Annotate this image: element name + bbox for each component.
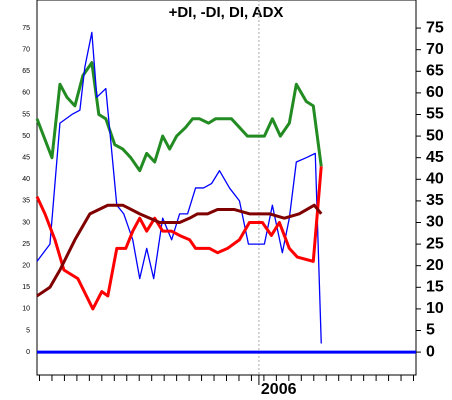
y-tick-label-left: 70 bbox=[22, 47, 30, 54]
y-tick-label-left: 50 bbox=[22, 133, 30, 140]
series-line bbox=[36, 203, 323, 298]
chart-title: +DI, -DI, DI, ADX bbox=[169, 4, 284, 21]
y-tick-label-right: 30 bbox=[426, 214, 444, 231]
y-tick-label-left: 45 bbox=[22, 155, 30, 162]
y-tick-label-left: 20 bbox=[22, 263, 30, 270]
y-tick-label-left: 0 bbox=[26, 349, 30, 356]
y-tick-label-right: 5 bbox=[426, 322, 435, 339]
x-tick-label: 2006 bbox=[261, 381, 297, 398]
y-tick-label-left: 35 bbox=[22, 198, 30, 205]
y-tick-label-right: 45 bbox=[426, 149, 444, 166]
y-tick-label-right: 15 bbox=[426, 279, 444, 296]
y-tick-label-right: 70 bbox=[426, 41, 444, 58]
y-tick-label-left: 5 bbox=[26, 327, 30, 334]
series-line bbox=[36, 31, 322, 344]
y-tick-label-left: 15 bbox=[22, 284, 30, 291]
y-tick-label-right: 25 bbox=[426, 235, 444, 252]
y-tick-label-left: 40 bbox=[22, 176, 30, 183]
series-line bbox=[35, 61, 323, 173]
y-tick-label-left: 10 bbox=[22, 306, 30, 313]
plot-frame bbox=[36, 0, 417, 376]
y-tick-label-right: 0 bbox=[426, 343, 435, 360]
y-tick-label-left: 65 bbox=[22, 68, 30, 75]
y-tick-label-right: 65 bbox=[426, 63, 444, 80]
y-tick-label-right: 50 bbox=[426, 127, 444, 144]
y-tick-label-right: 10 bbox=[426, 300, 444, 317]
y-tick-label-right: 40 bbox=[426, 171, 444, 188]
y-tick-label-right: 35 bbox=[426, 192, 444, 209]
y-tick-label-left: 60 bbox=[22, 90, 30, 97]
y-tick-label-left: 30 bbox=[22, 219, 30, 226]
y-tick-label-left: 25 bbox=[22, 241, 30, 248]
y-tick-label-right: 20 bbox=[426, 257, 444, 274]
series-line bbox=[35, 166, 323, 311]
y-tick-label-right: 55 bbox=[426, 106, 444, 123]
y-tick-label-right: 60 bbox=[426, 84, 444, 101]
y-tick-label-left: 75 bbox=[22, 25, 30, 32]
y-tick-label-right: 75 bbox=[426, 19, 444, 36]
y-tick-label-left: 55 bbox=[22, 111, 30, 118]
